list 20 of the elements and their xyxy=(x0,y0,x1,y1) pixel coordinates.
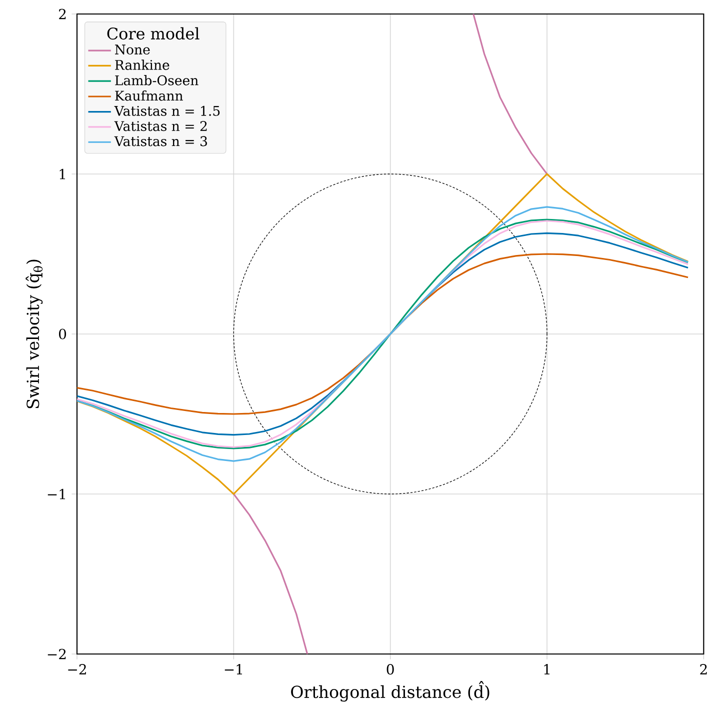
legend-label: Rankine xyxy=(115,60,170,70)
legend-label: Lamb-Oseen xyxy=(115,75,198,86)
legend-label: Vatistas n = 1.5 xyxy=(114,106,220,116)
x-tick-label: −1 xyxy=(224,664,242,674)
x-tick-label: 0 xyxy=(386,664,394,675)
x-tick-label: 2 xyxy=(700,664,707,674)
y-tick-label: 1 xyxy=(60,168,65,180)
y-axis-title: Swirl velocity (q̂$_{θ}$) xyxy=(26,260,43,408)
y-tick-label: −2 xyxy=(48,648,66,660)
x-tick-label: 1 xyxy=(544,664,550,674)
y-tick-label: 0 xyxy=(59,328,66,340)
y-tick-label: 2 xyxy=(59,8,66,20)
x-axis-title: Orthogonal distance (d̂) xyxy=(291,681,490,702)
legend-label: Vatistas n = 2 xyxy=(114,121,207,132)
legend-title: Core model xyxy=(107,27,200,40)
x-tick-label: −2 xyxy=(68,664,86,674)
legend-label: Vatistas n = 3 xyxy=(114,136,207,146)
legend-label: None xyxy=(115,44,150,55)
legend-label: Kaufmann xyxy=(115,90,183,101)
y-tick-label: −1 xyxy=(48,488,65,500)
